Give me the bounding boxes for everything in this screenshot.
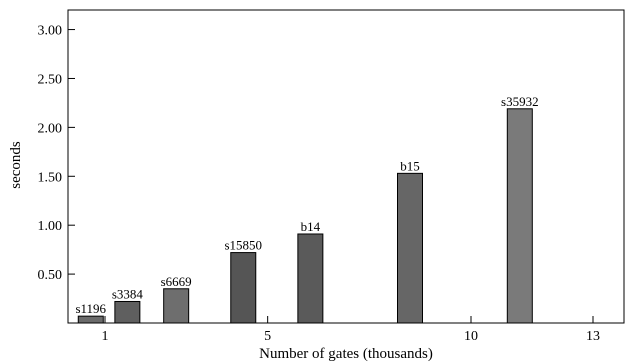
bar-s3384 [114, 300, 141, 324]
bar-s35932 [506, 108, 533, 324]
plot-frame [67, 9, 625, 324]
y-tick-label: 2.00 [38, 121, 63, 136]
x-axis-label: Number of gates (thousands) [259, 346, 433, 362]
bar-s1196 [77, 315, 104, 324]
y-tick-label: 1.00 [38, 219, 63, 234]
bar-label: s35932 [501, 94, 539, 109]
y-tick-label: 2.50 [38, 72, 63, 87]
x-tick-label: 10 [464, 329, 478, 344]
bar-label: b14 [301, 219, 321, 234]
bar-s6669 [163, 288, 190, 324]
x-tick-label: 1 [102, 329, 109, 344]
bars: s1196s3384s6669s15850b14b15s35932s38417 [75, 94, 539, 324]
bar-b15 [397, 172, 423, 324]
y-tick-label: 3.00 [38, 24, 63, 39]
bar-s15850 [230, 252, 257, 324]
bar-b14 [297, 233, 324, 324]
bar-label: s15850 [224, 238, 262, 253]
x-tick-label: 5 [264, 329, 271, 344]
x-tick-label: 13 [586, 329, 600, 344]
y-tick-label: 0.50 [38, 268, 63, 283]
bar-label: s6669 [161, 274, 192, 289]
x-axis: 1 5 10 13 [102, 316, 600, 344]
y-axis-label: seconds [8, 141, 24, 189]
bar-label: s3384 [112, 286, 144, 301]
bar-label: s1196 [75, 301, 106, 316]
y-tick-label: 1.50 [38, 170, 63, 185]
y-axis: 0.50 1.00 1.50 2.00 2.50 3.00 [38, 24, 75, 283]
bar-label: b15 [400, 158, 420, 173]
